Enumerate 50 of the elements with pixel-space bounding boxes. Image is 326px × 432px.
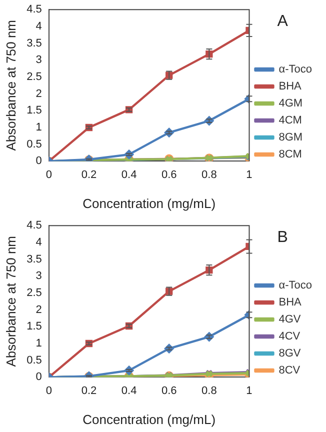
legend-label: 8CV [278,364,301,377]
x-tick-label: 1 [246,168,252,181]
x-tick-label: 0.4 [121,384,137,397]
y-tick-label: 0.5 [26,354,42,366]
y-tick-label: 4 [36,20,42,32]
legend-label: 4GV [278,314,302,326]
y-tick-label: 4.5 [26,4,42,16]
legend-label: BHA [278,296,302,309]
x-tick-label: 0.8 [202,168,217,181]
x-tick-label: 0 [46,384,52,397]
y-tick-label: 2 [36,88,42,100]
y-axis-title: Absorbance at 750 nm [3,20,18,151]
x-tick-label: 0.4 [121,168,137,181]
x-tick-label: 1 [246,384,252,397]
legend-label: α-Toco [278,64,312,76]
y-tick-label: 4 [36,236,42,248]
legend-label: 8GV [278,348,302,360]
text: B [277,229,288,246]
legend-label: BHA [278,80,302,93]
y-tick-label: 0 [36,155,42,168]
x-tick-label: 0.6 [161,384,177,397]
x-tick-label: 0.2 [81,168,97,181]
y-tick-label: 4.5 [26,220,42,232]
y-tick-label: 3 [36,54,42,66]
legend-label: 8CM [278,148,302,161]
text: A [277,13,288,30]
y-tick-label: 1.5 [26,320,42,333]
y-tick-label: 0 [36,371,42,384]
legend-label: 8GM [278,132,303,144]
y-tick-label: 1 [36,338,42,350]
y-tick-label: 2 [36,304,42,316]
x-tick-label: 0.6 [161,168,177,181]
x-tick-label: 0.2 [81,384,97,397]
y-tick-label: 2.5 [26,71,42,84]
y-tick-label: 1.5 [26,104,42,117]
y-tick-label: 3 [36,270,42,282]
x-axis-title: Concentration (mg/mL) [82,412,216,427]
y-tick-label: 0.5 [26,138,42,150]
y-tick-label: 3.5 [26,37,42,50]
legend-label: α-Toco [278,280,312,292]
legend-label: 4GM [278,98,303,110]
legend-label: 4CV [278,330,301,343]
y-axis-title: Absorbance at 750 nm [3,236,18,367]
x-tick-label: 0.8 [202,384,217,397]
y-tick-label: 3.5 [26,253,42,266]
x-tick-label: 0 [46,168,52,181]
y-tick-label: 1 [36,122,42,134]
legend-label: 4CM [278,114,302,127]
x-axis-title: Concentration (mg/mL) [82,196,216,211]
y-tick-label: 2.5 [26,287,42,300]
